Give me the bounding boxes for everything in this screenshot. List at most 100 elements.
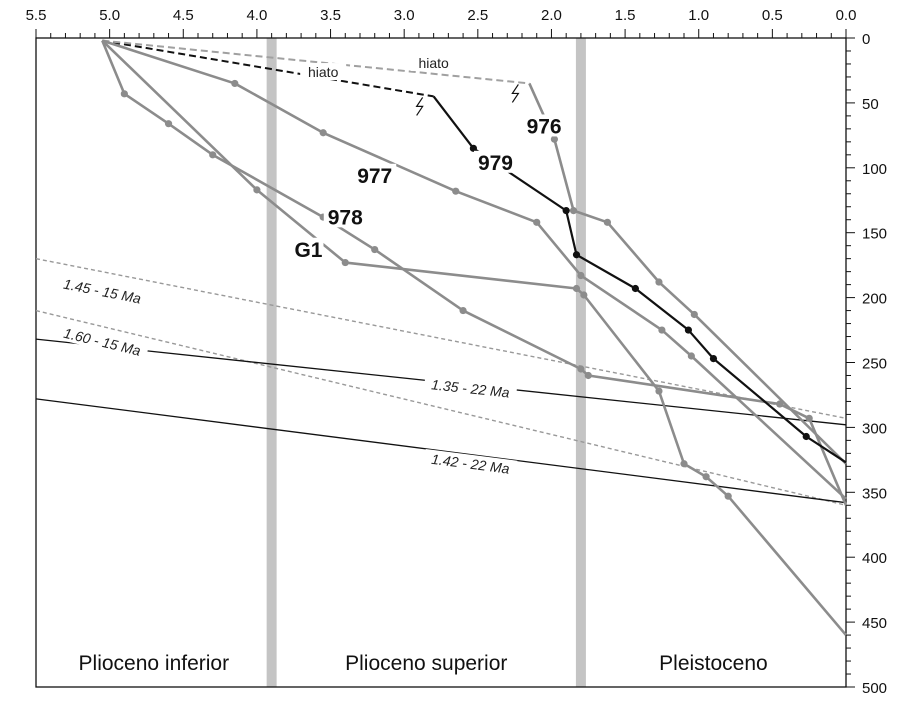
y-tick-label: 350: [862, 485, 887, 502]
series-line-977: [101, 39, 847, 500]
isochron-label-background: [55, 322, 150, 361]
x-tick-label: 5.0: [99, 7, 120, 24]
series-point-978: [584, 371, 592, 380]
hiatus-label-background: [410, 53, 457, 71]
site-label-background: [473, 150, 517, 173]
series-point-G1: [253, 186, 261, 194]
x-tick-label: 5.5: [26, 7, 47, 24]
series-point-G1: [702, 473, 710, 481]
epoch-label: Plioceno inferior: [79, 652, 230, 675]
epoch-boundary-band: [266, 38, 277, 687]
x-tick-label: 0.0: [836, 7, 857, 24]
series-point-978: [459, 306, 467, 315]
series-point-978: [371, 245, 379, 254]
x-tick-label: 4.0: [246, 7, 267, 24]
series-point-978: [776, 400, 784, 408]
site-label-G1: G1: [294, 239, 322, 262]
isochron-line: [35, 309, 847, 506]
x-tick-label: 1.0: [688, 7, 709, 24]
series-point-977: [533, 218, 541, 226]
isochron-line: [35, 257, 847, 420]
series-point-977: [658, 326, 666, 334]
series-point-979: [562, 207, 570, 215]
hiatus-label: hiato: [418, 55, 449, 71]
series-line-G1: [101, 39, 847, 636]
series-point-978: [805, 414, 813, 422]
y-tick-label: 50: [862, 96, 879, 113]
site-label-background: [353, 163, 397, 186]
hiatus-line: [102, 39, 530, 85]
series-point-977: [577, 271, 585, 280]
isochron-label-group: 1.60 - 15 Ma: [55, 322, 150, 361]
isochron-label-group: 1.42 - 22 Ma: [423, 448, 518, 478]
series-point-G1: [580, 291, 588, 299]
series-point-G1: [655, 387, 663, 395]
site-label-978: 978: [328, 206, 363, 229]
x-tick-label: 3.0: [394, 7, 415, 24]
site-label-background: [293, 237, 324, 260]
y-tick-label: 400: [862, 550, 887, 567]
hiatus-lines: [102, 39, 530, 116]
isochron-label-group: 1.35 - 22 Ma: [423, 374, 518, 402]
plot-frame: [35, 29, 855, 688]
series-point-979: [631, 284, 640, 293]
epoch-label: Pleistoceno: [659, 652, 768, 675]
series-point-G1: [680, 460, 688, 468]
series-point-977: [687, 352, 695, 360]
y-tick-label: 250: [862, 356, 887, 373]
series-point-979: [572, 251, 581, 259]
hiatus-label-background: [300, 63, 347, 81]
series-point-976: [550, 135, 559, 143]
epoch-boundaries: [266, 38, 586, 687]
series-point-979: [709, 355, 718, 363]
series-point-977: [231, 79, 239, 88]
series-point-G1: [724, 492, 732, 500]
series-point-979: [469, 144, 477, 152]
series-point-978: [164, 120, 173, 128]
hiatus-label: hiato: [308, 64, 339, 80]
series-point-G1: [572, 284, 581, 293]
series-point-976: [603, 218, 612, 226]
break-icon: [415, 97, 424, 116]
plot-border: [35, 37, 847, 688]
isochron-label: 1.45 - 15 Ma: [62, 276, 142, 307]
series-point-979: [802, 432, 810, 441]
x-tick-label: 3.5: [320, 7, 341, 24]
site-label-976: 976: [527, 115, 562, 138]
isochron-label-background: [55, 273, 150, 308]
y-tick-label: 300: [862, 420, 887, 437]
break-icon: [511, 84, 520, 103]
hiatus-line: [102, 39, 434, 98]
site-label-background: [522, 114, 566, 137]
isochron-label-background: [423, 374, 518, 402]
series-point-979: [684, 326, 693, 334]
isochron-line: [35, 398, 847, 504]
y-tick-label: 450: [862, 615, 887, 632]
series-point-976: [655, 278, 663, 286]
series-point-977: [319, 129, 327, 137]
isochron-label: 1.35 - 22 Ma: [431, 376, 511, 400]
x-tick-label: 0.5: [762, 7, 783, 24]
series-point-977: [452, 187, 460, 195]
y-tick-label: 0: [862, 31, 870, 48]
site-label-977: 977: [357, 165, 392, 188]
isochron-label: 1.42 - 22 Ma: [430, 451, 510, 477]
x-tick-label: 2.5: [467, 7, 488, 24]
series-point-978: [209, 151, 217, 159]
site-label-background: [323, 205, 367, 228]
series-point-978: [577, 365, 585, 373]
isochron-label-background: [423, 448, 518, 478]
series-point-976: [690, 310, 698, 319]
x-tick-label: 4.5: [173, 7, 194, 24]
epoch-boundary-band: [575, 38, 586, 687]
y-tick-label: 150: [862, 226, 887, 243]
series-line-978: [101, 40, 848, 506]
y-tick-label: 200: [862, 291, 887, 308]
series-point-978: [120, 90, 128, 98]
isochron-label: 1.60 - 15 Ma: [62, 325, 142, 359]
series-point-976: [569, 207, 578, 215]
series-point-G1: [341, 258, 349, 267]
x-tick-label: 2.0: [541, 7, 562, 24]
x-tick-label: 1.5: [615, 7, 636, 24]
